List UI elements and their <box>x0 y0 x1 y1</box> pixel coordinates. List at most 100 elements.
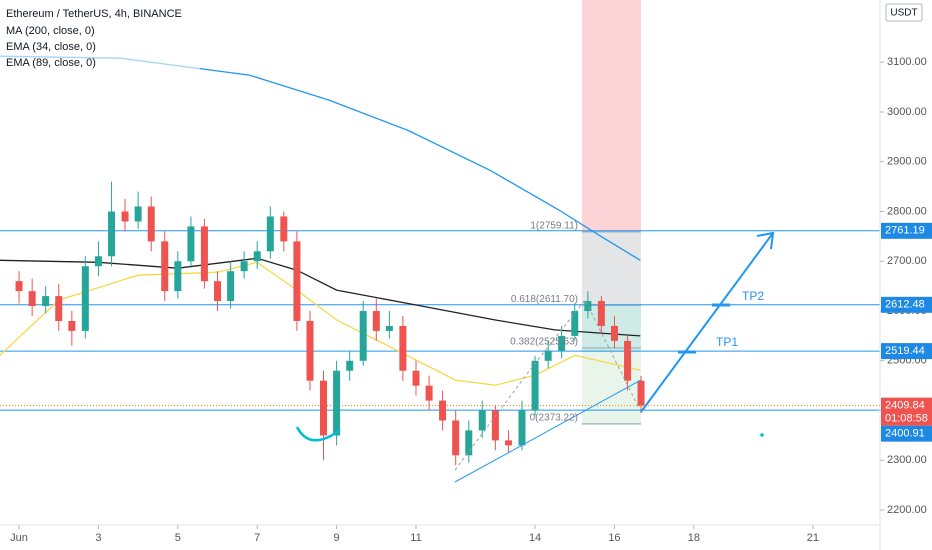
candle-body <box>293 241 301 321</box>
candle-body <box>266 216 274 252</box>
candle-body <box>478 410 486 431</box>
indicator-line <box>0 257 641 337</box>
y-tick-label: 2300.00 <box>887 454 927 466</box>
candle-body <box>465 430 473 456</box>
y-tick-label: 2700.00 <box>887 255 927 267</box>
candle-body <box>68 320 76 331</box>
candle-body <box>306 320 314 381</box>
candle-body <box>518 410 526 446</box>
candle-body <box>94 256 102 267</box>
plot <box>0 55 880 466</box>
legend-bg <box>0 4 200 70</box>
candle-body <box>412 370 420 386</box>
candle-body <box>81 266 89 331</box>
y-tick-label: 2900.00 <box>887 156 927 168</box>
fib-zigzag <box>454 299 641 471</box>
fib-label: 0(2373.22) <box>530 413 578 424</box>
candle-body <box>253 251 261 262</box>
target-zone-lower <box>582 352 641 425</box>
y-tick-label: 3000.00 <box>887 106 927 118</box>
candle-body <box>504 440 512 446</box>
x-tick-label: 11 <box>410 532 421 544</box>
x-tick-label: Jun <box>10 532 28 544</box>
chart-title: Ethereum / TetherUS, 4h, BINANCE <box>6 8 182 20</box>
candle-body <box>187 226 195 262</box>
candle-body <box>359 311 367 361</box>
candle-body <box>121 211 129 222</box>
price-badge-label: 2400.91 <box>885 428 925 440</box>
price-badge-label: 2519.44 <box>885 345 925 357</box>
candle-body <box>624 340 632 381</box>
arrow-head <box>756 231 775 250</box>
last-price-label: 2409.84 <box>885 400 925 412</box>
x-tick-label: 3 <box>95 532 101 544</box>
candle-body <box>372 311 380 331</box>
tp1-label: TP1 <box>716 335 738 349</box>
currency-label: USDT <box>890 8 917 19</box>
trend-line <box>454 379 642 483</box>
candle-body <box>55 296 63 321</box>
candle-body <box>452 420 460 456</box>
x-tick-label: 21 <box>807 532 819 544</box>
candle-body <box>333 370 341 436</box>
x-tick-label: 16 <box>608 532 620 544</box>
x-tick-label: 14 <box>529 532 541 544</box>
legend-entry: EMA (89, close, 0) <box>6 57 96 69</box>
candle-body <box>385 325 393 331</box>
candle-body <box>584 301 592 312</box>
tp2-label: TP2 <box>742 289 764 303</box>
candle-body <box>108 211 116 257</box>
y-tick-label: 2200.00 <box>887 504 927 516</box>
legend-entry: MA (200, close, 0) <box>6 25 95 37</box>
dot <box>760 433 764 437</box>
candle-body <box>200 226 208 282</box>
fib-label: 0.618(2611.70) <box>511 294 578 305</box>
price-badge <box>881 222 932 239</box>
last-price-badge <box>881 397 932 426</box>
candle-body <box>174 261 182 292</box>
candle-body <box>214 281 222 302</box>
candle-body <box>134 206 142 222</box>
price-badge <box>881 343 932 360</box>
candle-body <box>439 400 447 421</box>
candle-body <box>571 311 579 336</box>
candle-body <box>280 216 288 242</box>
candle-body <box>161 241 169 292</box>
candle-body <box>491 410 499 441</box>
currency-button[interactable] <box>885 3 923 22</box>
candle-body <box>425 385 433 401</box>
candle-body <box>346 360 354 371</box>
price-badge <box>881 425 932 442</box>
candle-body <box>28 291 36 307</box>
y-tick-label: 2800.00 <box>887 205 927 217</box>
stop-zone <box>582 0 641 230</box>
candle-body <box>15 281 23 292</box>
legend-entry: EMA (34, close, 0) <box>6 41 96 53</box>
candle-body <box>147 206 155 242</box>
candle-body <box>42 296 50 307</box>
x-tick-label: 9 <box>334 532 340 544</box>
price-badge <box>881 296 932 313</box>
smile-drawing <box>295 426 341 442</box>
price-badge-label: 2612.48 <box>885 299 925 311</box>
candle-body <box>227 271 235 302</box>
fib-label: 1(2759.11) <box>530 220 578 231</box>
x-tick-label: 7 <box>254 532 260 544</box>
candle-body <box>240 261 248 272</box>
y-tick-label: 3100.00 <box>887 56 927 68</box>
candle-body <box>320 380 328 436</box>
candle-body <box>637 380 645 406</box>
indicator-line <box>0 261 641 386</box>
candle-body <box>531 360 539 411</box>
price-badge-label: 2761.19 <box>885 225 925 237</box>
candle-body <box>610 325 618 341</box>
countdown: 01:08:58 <box>885 413 928 425</box>
candle-body <box>558 335 566 351</box>
x-tick-label: 18 <box>688 532 700 544</box>
fib-label: 0.382(2525.63) <box>510 337 578 348</box>
target-arrow <box>640 232 774 413</box>
x-tick-label: 5 <box>175 532 181 544</box>
candle-body <box>597 301 605 326</box>
candle-body <box>544 350 552 361</box>
